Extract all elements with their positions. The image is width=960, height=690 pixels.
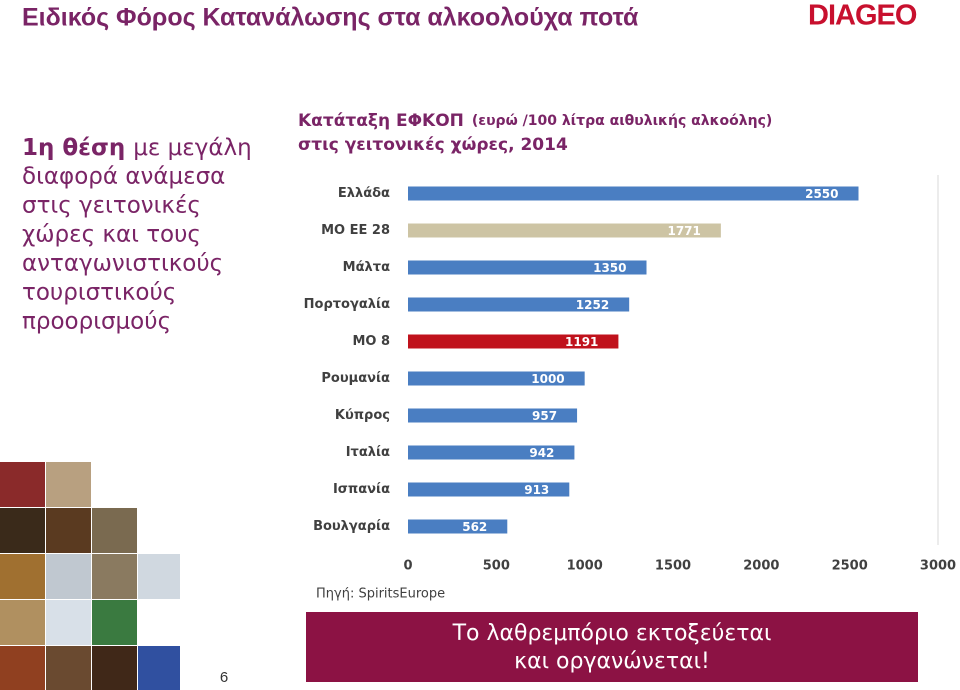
banner-text: Το λαθρεμπόριο εκτοξεύεται [452, 621, 772, 646]
lead-line: προορισμούς [22, 309, 171, 335]
bar [408, 186, 859, 201]
lead-line: χώρες και τους [22, 222, 201, 248]
bar [408, 260, 647, 275]
bar [408, 482, 570, 497]
chart-title: Κατάταξη ΕΦΚΟΠ (ευρώ /100 λίτρα αιθυλικής… [298, 111, 772, 131]
x-tick-label: 2000 [743, 559, 779, 574]
bar [408, 371, 585, 386]
page-number: 6 [220, 669, 228, 686]
lead-first-line: 1η θέση με μεγάλη [22, 135, 252, 161]
value-label: 942 [529, 446, 554, 460]
lead-bold: 1η θέση [22, 135, 125, 161]
value-label: 1771 [667, 224, 700, 238]
y-tick-label: ΜΟ ΕΕ 28 [321, 223, 390, 238]
y-tick-label: Ιταλία [346, 445, 390, 460]
bar [408, 297, 630, 312]
value-label: 1191 [565, 335, 598, 349]
bar [408, 445, 575, 460]
value-label: 1350 [593, 261, 626, 275]
banner [306, 612, 918, 682]
bar [408, 519, 508, 534]
bar [408, 334, 619, 349]
photo-collage [0, 462, 180, 690]
value-label: 913 [524, 483, 549, 497]
x-tick-label: 3000 [920, 559, 956, 574]
lead-line: στις γειτονικές [22, 193, 201, 219]
value-label: 957 [532, 409, 557, 423]
y-tick-label: Μάλτα [343, 260, 390, 275]
lead-line: ανταγωνιστικούς [22, 251, 223, 277]
y-tick-label: Ρουμανία [321, 371, 390, 386]
banner-text: και οργανώνεται! [514, 649, 710, 674]
chart-unit: (ευρώ /100 λίτρα αιθυλικής αλκοόλης) [472, 113, 772, 129]
x-tick-label: 0 [403, 559, 412, 574]
y-tick-label: Ισπανία [333, 482, 390, 497]
source: Πηγή: SpiritsEurope [316, 587, 445, 602]
y-tick-label: Βουλγαρία [313, 519, 390, 534]
chart-title-line2: στις γειτονικές χώρες, 2014 [298, 135, 568, 155]
value-label: 2550 [805, 187, 838, 201]
logo: DIAGEO [808, 0, 917, 32]
value-label: 1000 [531, 372, 564, 386]
value-label: 562 [462, 520, 487, 534]
y-tick-label: Πορτογαλία [304, 297, 390, 312]
bar [408, 408, 578, 423]
chart-title-main: Κατάταξη ΕΦΚΟΠ [298, 111, 464, 131]
value-label: 1252 [576, 298, 609, 312]
slide-title: Ειδικός Φόρος Κατανάλωσης στα αλκοολούχα… [22, 4, 639, 32]
lead-line: με μεγάλη [133, 135, 251, 161]
bar [408, 223, 721, 238]
lead-line: τουριστικούς [22, 280, 176, 306]
x-tick-label: 500 [483, 559, 510, 574]
y-tick-label: ΜΟ 8 [352, 334, 390, 349]
y-tick-label: Κύπρος [335, 408, 390, 423]
x-tick-label: 1500 [655, 559, 691, 574]
lead-line: διαφορά ανάμεσα [22, 164, 225, 190]
x-tick-label: 1000 [567, 559, 603, 574]
x-tick-label: 2500 [832, 559, 868, 574]
y-tick-label: Ελλάδα [338, 186, 390, 201]
